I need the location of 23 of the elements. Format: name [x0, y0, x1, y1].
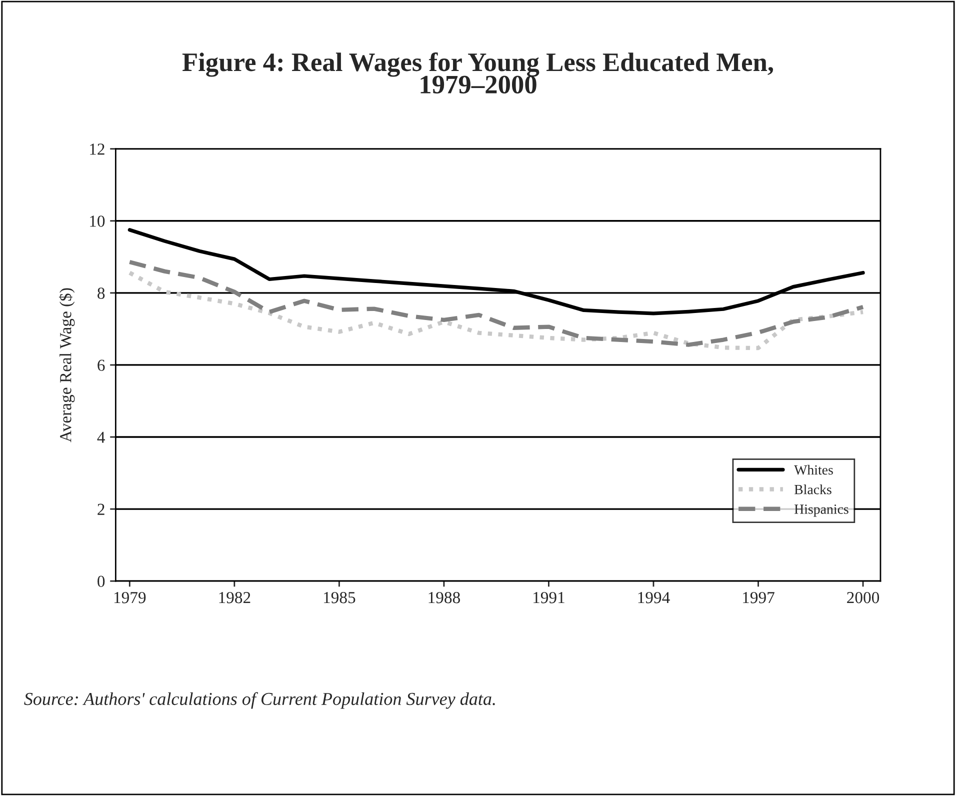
x-tick-label: 1994 — [638, 592, 670, 604]
line-series — [128, 270, 866, 350]
x-tick-label: 1988 — [428, 592, 460, 604]
x-tick-label: 1979 — [114, 592, 146, 604]
x-tick-label: 1991 — [534, 592, 564, 604]
y-axis-title: Average Real Wage ($) — [59, 288, 75, 442]
y-tick-label: 12 — [90, 144, 104, 155]
y-tick-label: 2 — [98, 504, 104, 515]
y-tick-label: 0 — [98, 576, 105, 588]
legend-label: Hispanics — [794, 504, 848, 517]
x-tick-label: 1982 — [219, 592, 250, 604]
legend-label: Whites — [794, 464, 833, 475]
y-tick-label: 6 — [98, 360, 105, 371]
x-tick-label: 1997 — [743, 592, 774, 604]
legend-label: Blacks — [794, 484, 832, 494]
x-tick-label: 1985 — [324, 592, 356, 604]
x-tick-label: 2000 — [847, 592, 880, 604]
y-tick-label: 8 — [98, 288, 105, 299]
source-note: Source: Authors' calculations of Current Population Survey data. — [24, 692, 495, 709]
chart-title: Figure 4: Real Wages for Young Less Educated Men, 1979–2000 — [182, 52, 774, 94]
y-tick-label: 10 — [90, 216, 105, 227]
line-series — [128, 260, 866, 347]
y-tick-label: 4 — [97, 432, 105, 443]
